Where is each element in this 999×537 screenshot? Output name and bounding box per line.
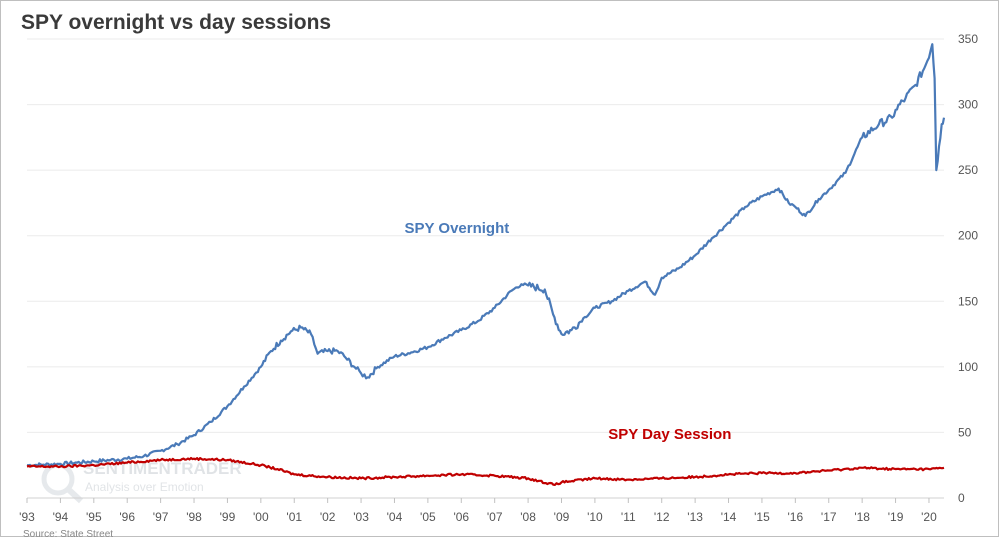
- x-tick-label: '17: [821, 510, 837, 524]
- x-tick-label: '04: [387, 510, 403, 524]
- spy-day-session-line: [26, 456, 945, 486]
- x-tick-label: '11: [621, 510, 636, 524]
- y-tick-label: 250: [958, 163, 978, 177]
- x-tick-label: '93: [19, 510, 35, 524]
- x-tick-label: '94: [53, 510, 69, 524]
- chart-title: SPY overnight vs day sessions: [21, 11, 332, 34]
- x-tick-label: '98: [186, 510, 202, 524]
- watermark-magnifier-icon: [41, 462, 75, 496]
- x-tick-label: '03: [353, 510, 369, 524]
- x-tick-label: '14: [721, 510, 737, 524]
- x-tick-label: '97: [153, 510, 169, 524]
- x-tick-label: '01: [286, 510, 302, 524]
- spy-day-session-label: SPY Day Session: [608, 426, 731, 443]
- series-annotations: SPY Overnight SPY Day Session: [404, 220, 731, 443]
- x-tick-label: '02: [320, 510, 336, 524]
- x-tick-label: '18: [854, 510, 870, 524]
- y-tick-label: 350: [958, 32, 978, 46]
- watermark-tagline: Analysis over Emotion: [85, 480, 204, 494]
- x-tick-label: '00: [253, 510, 269, 524]
- y-tick-label: 100: [958, 360, 978, 374]
- x-tick-label: '05: [420, 510, 436, 524]
- axes: 0 50 100 150 200 250 300 350 '93 '94 '95 '96 '97 '98 '…: [19, 32, 978, 524]
- x-tick-label: '15: [754, 510, 770, 524]
- x-tick-label: '95: [86, 510, 102, 524]
- y-tick-label: 0: [958, 491, 965, 505]
- x-tick-label: '99: [220, 510, 236, 524]
- grid: [27, 38, 944, 433]
- x-tick-label: '96: [119, 510, 135, 524]
- series-lines: [26, 43, 946, 486]
- watermark-magnifier-handle: [65, 486, 84, 504]
- y-tick-label: 200: [958, 229, 978, 243]
- y-tick-label: 50: [958, 425, 972, 439]
- x-tick-label: '19: [888, 510, 904, 524]
- watermark-logo: SENTIMENTRADER Analysis over Emotion: [41, 459, 242, 504]
- spy-overnight-label: SPY Overnight: [404, 220, 509, 237]
- x-tick-label: '20: [921, 510, 937, 524]
- x-tick-label: '09: [554, 510, 570, 524]
- x-tick-label: '07: [487, 510, 503, 524]
- x-tick-label: '08: [520, 510, 536, 524]
- x-tick-label: '06: [453, 510, 469, 524]
- x-tick-label: '12: [654, 510, 670, 524]
- watermark-brand: SENTIMENTRADER: [83, 459, 242, 478]
- x-tick-label: '16: [788, 510, 804, 524]
- y-tick-label: 300: [958, 98, 978, 112]
- spy-overnight-line: [27, 43, 946, 468]
- y-tick-label: 150: [958, 294, 978, 308]
- source-note: Source: State Street: [23, 529, 114, 537]
- x-tick-label: '10: [587, 510, 603, 524]
- x-tick-label: '13: [687, 510, 703, 524]
